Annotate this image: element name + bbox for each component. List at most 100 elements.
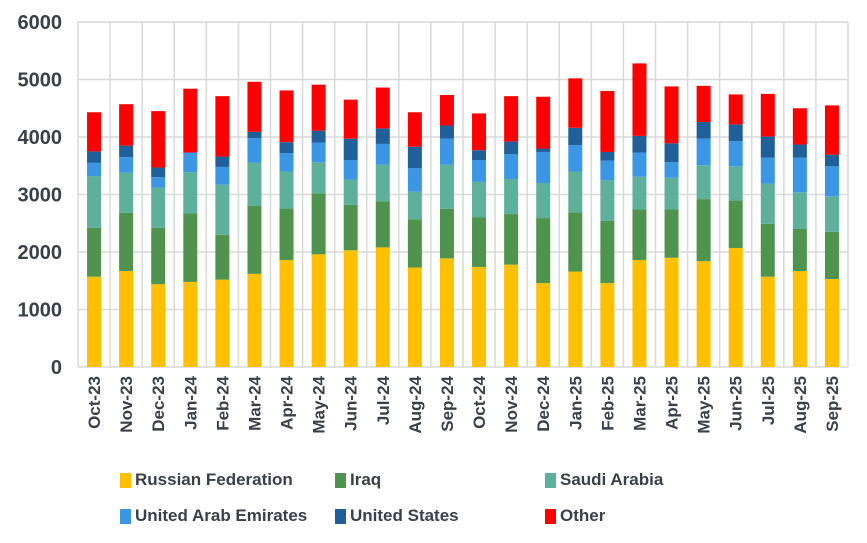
bar-segment-united-arab-emirates — [600, 160, 615, 181]
y-tick-label: 2000 — [18, 242, 63, 264]
bar-segment-saudi-arabia — [632, 176, 647, 210]
x-tick-label: Mar-25 — [630, 376, 649, 431]
bar-segment-iraq — [664, 209, 679, 258]
bar-segment-iraq — [247, 206, 262, 274]
x-tick-label: Jan-24 — [181, 375, 200, 429]
bar-segment-other — [600, 91, 615, 152]
legend-label: Other — [560, 506, 606, 525]
bar-segment-russian-federation — [696, 261, 711, 367]
bar-segment-russian-federation — [279, 260, 294, 367]
legend-item-united-arab-emirates[interactable]: United Arab Emirates — [120, 506, 307, 526]
grid — [77, 21, 849, 368]
bar-segment-other — [696, 85, 711, 123]
bar-segment-united-arab-emirates — [824, 166, 839, 197]
bar-segment-saudi-arabia — [375, 164, 390, 202]
bar-segment-united-states — [568, 127, 583, 146]
bar-segment-russian-federation — [536, 283, 551, 367]
bar-segment-russian-federation — [504, 264, 519, 367]
legend-swatch-saudi-arabia — [545, 472, 556, 488]
bar-segment-russian-federation — [87, 276, 102, 367]
bar-segment-other — [215, 96, 230, 157]
bar-segment-united-arab-emirates — [215, 166, 230, 185]
bar-segment-saudi-arabia — [504, 178, 519, 215]
bar-segment-united-states — [760, 136, 775, 158]
bar-segment-other — [375, 87, 390, 129]
bar-segment-russian-federation — [792, 270, 807, 367]
x-tick-label: Jan-25 — [566, 376, 585, 430]
bar-segment-united-states — [119, 145, 134, 158]
bar-segment-russian-federation — [600, 283, 615, 367]
bar-segment-united-arab-emirates — [183, 152, 198, 173]
bar-segment-other — [407, 112, 422, 147]
legend-label: Russian Federation — [135, 470, 293, 489]
bar-segment-iraq — [824, 231, 839, 280]
bar-segment-united-states — [504, 141, 519, 155]
legend-item-russian-federation[interactable]: Russian Federation — [120, 470, 293, 490]
bar-segment-united-arab-emirates — [568, 145, 583, 172]
bar-segment-saudi-arabia — [728, 166, 743, 201]
y-tick-label: 5000 — [18, 70, 63, 92]
y-axis: 0 1000 2000 3000 4000 5000 6000 — [18, 12, 63, 379]
bar-segment-russian-federation — [407, 267, 422, 367]
legend-swatch-russian-federation — [120, 472, 131, 488]
bar-segment-united-arab-emirates — [696, 138, 711, 166]
bar-segment-saudi-arabia — [407, 191, 422, 220]
legend-item-other[interactable]: Other — [545, 506, 605, 526]
bar-segment-united-arab-emirates — [728, 141, 743, 167]
x-tick-label: Aug-25 — [791, 376, 810, 434]
bar-segment-united-arab-emirates — [279, 153, 294, 172]
x-tick-label: Jul-24 — [374, 375, 393, 425]
bar-segment-saudi-arabia — [536, 183, 551, 219]
bar-segment-saudi-arabia — [472, 181, 487, 218]
bar-segment-russian-federation — [215, 279, 230, 367]
bar-segment-russian-federation — [568, 271, 583, 367]
bar-segment-other — [247, 81, 262, 132]
bar-segment-iraq — [215, 234, 230, 280]
bar-segment-united-states — [664, 143, 679, 163]
x-tick-label: Nov-24 — [502, 375, 521, 432]
bar-segment-russian-federation — [247, 273, 262, 367]
bar-segment-russian-federation — [343, 250, 358, 367]
bar-segment-united-arab-emirates — [439, 138, 454, 165]
legend-label: Saudi Arabia — [560, 470, 664, 489]
legend-swatch-united-arab-emirates — [120, 508, 131, 524]
bar-segment-saudi-arabia — [311, 162, 326, 194]
bar-segment-united-arab-emirates — [87, 162, 102, 177]
bar-segment-other — [439, 95, 454, 126]
bar-segment-other — [792, 108, 807, 145]
bar-segment-russian-federation — [375, 247, 390, 367]
bar-segment-other — [728, 94, 743, 125]
bar-segment-united-states — [87, 151, 102, 163]
bar-segment-other — [824, 105, 839, 155]
x-tick-label: Sep-24 — [438, 375, 457, 431]
bar-segment-other — [632, 63, 647, 136]
legend-item-united-states[interactable]: United States — [335, 506, 459, 526]
bar-segment-united-states — [728, 124, 743, 142]
legend-swatch-united-states — [335, 508, 346, 524]
bar-segment-united-states — [407, 146, 422, 169]
bar-segment-iraq — [311, 193, 326, 255]
legend-item-iraq[interactable]: Iraq — [335, 470, 381, 490]
bar-segment-saudi-arabia — [343, 179, 358, 205]
bar-segment-other — [504, 96, 519, 142]
x-tick-label: Jun-25 — [727, 376, 746, 431]
bar-segment-united-arab-emirates — [343, 160, 358, 180]
bar-segment-russian-federation — [472, 266, 487, 367]
bar-segment-saudi-arabia — [824, 196, 839, 232]
bar-segment-united-arab-emirates — [247, 138, 262, 163]
bar-segment-other — [472, 113, 487, 151]
bar-segment-united-arab-emirates — [311, 142, 326, 163]
bar-segment-united-arab-emirates — [760, 157, 775, 184]
bar-segment-iraq — [472, 217, 487, 267]
bar-segment-iraq — [279, 208, 294, 261]
bar-segment-iraq — [536, 218, 551, 284]
x-tick-label: Oct-24 — [470, 375, 489, 428]
x-tick-label: May-24 — [310, 375, 329, 433]
x-tick-label: Mar-24 — [245, 375, 264, 430]
legend-item-saudi-arabia[interactable]: Saudi Arabia — [545, 470, 663, 490]
x-tick-label: Feb-25 — [598, 376, 617, 431]
bar-segment-saudi-arabia — [792, 192, 807, 229]
x-tick-label: May-25 — [695, 376, 714, 434]
bar-segment-united-arab-emirates — [664, 162, 679, 178]
